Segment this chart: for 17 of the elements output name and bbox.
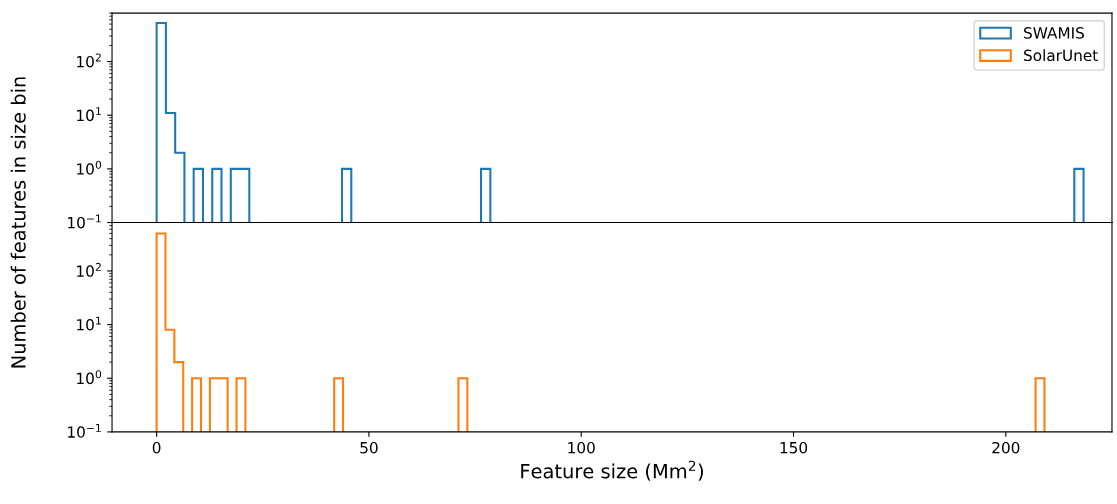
y-tick-label: 10$^{1}$ <box>77 107 101 122</box>
y-tick-label: 10$^{1}$ <box>77 316 101 331</box>
y-tick-label: 10$^{−1}$ <box>68 423 101 438</box>
y-tick-label: 10$^{2}$ <box>77 53 101 68</box>
y-axis-title: Number of features in size bin <box>10 77 26 368</box>
legend-label: SolarUnet <box>1024 49 1098 62</box>
x-tick-label: 200 <box>992 441 1020 454</box>
legend-label: SWAMIS <box>1024 27 1084 39</box>
x-tick-label: 50 <box>360 441 378 454</box>
y-tick-label: 10$^{−1}$ <box>68 214 101 229</box>
y-tick-label: 10$^{0}$ <box>77 160 102 175</box>
x-tick-label: 0 <box>152 441 161 454</box>
y-tick-label: 10$^{2}$ <box>77 262 101 277</box>
x-axis-title: Feature size (Mm$^{2}$) <box>521 460 703 481</box>
x-tick-label: 150 <box>780 441 808 454</box>
x-tick-label: 100 <box>568 441 595 454</box>
y-tick-label: 10$^{0}$ <box>77 370 102 385</box>
